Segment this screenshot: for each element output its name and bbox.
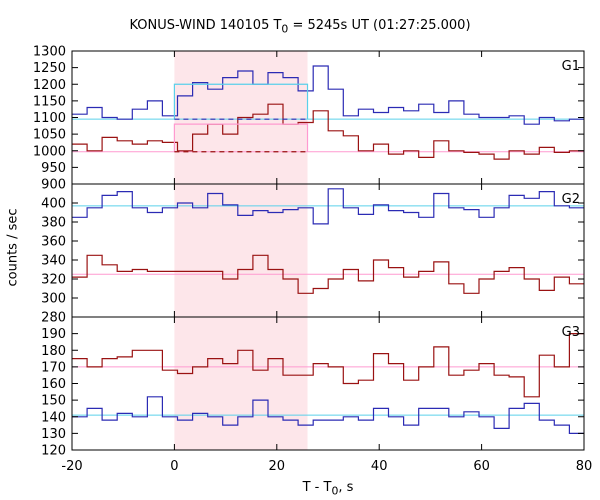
g2-y-tick-label: 340 (41, 254, 66, 269)
g2-y-tick-label: 400 (41, 197, 66, 212)
g3-y-tick-label: 150 (41, 394, 66, 409)
g1-y-tick-label: 1100 (33, 111, 66, 126)
g1-y-tick-label: 1150 (33, 94, 66, 109)
g3-series-blue (72, 396, 584, 434)
g1-y-tick-label: 1050 (33, 128, 66, 143)
x-tick-label: -20 (61, 459, 82, 474)
x-tick-label: 0 (170, 459, 178, 474)
g3-y-tick-label: 180 (41, 344, 66, 359)
g3-y-tick-label: 170 (41, 360, 66, 375)
g2-series-dark_red (72, 254, 584, 294)
x-tick-label: 40 (371, 459, 388, 474)
g3-panel-label: G3 (562, 325, 580, 340)
g1-y-tick-label: 900 (41, 178, 66, 193)
g3-y-tick-label: 190 (41, 327, 66, 342)
x-tick-label: 60 (473, 459, 490, 474)
g1-interval-box-cyan (173, 83, 309, 120)
g1-y-tick-label: 1000 (33, 144, 66, 159)
g2-y-tick-label: 300 (41, 292, 66, 307)
x-axis-label: T - T0, s (302, 480, 354, 498)
g1-panel-label: G1 (562, 59, 580, 74)
highlight-interval-band (174, 51, 308, 450)
g3-y-tick-label: 130 (41, 427, 66, 442)
x-tick-label: 20 (269, 459, 286, 474)
g2-y-tick-label: 380 (41, 216, 66, 231)
g2-panel-label: G2 (562, 192, 580, 207)
g1-y-tick-label: 1250 (33, 61, 66, 76)
g2-y-tick-label: 360 (41, 235, 66, 250)
g1-series-blue (72, 65, 584, 125)
g1-interval-box-pink (173, 123, 309, 152)
g3-y-tick-label: 120 (41, 444, 66, 459)
chart-title: KONUS-WIND 140105 T0 = 5245s UT (01:27:2… (129, 18, 471, 36)
g3-y-tick-label: 160 (41, 377, 66, 392)
g1-y-tick-label: 1300 (33, 45, 66, 60)
g2-y-tick-label: 280 (41, 311, 66, 326)
g1-y-tick-label: 950 (41, 161, 66, 176)
g2-series-blue (72, 188, 584, 225)
g2-y-tick-label: 320 (41, 273, 66, 288)
g1-series-dark_red (72, 103, 584, 160)
g1-y-tick-label: 1200 (33, 78, 66, 93)
y-axis-label: counts / sec (5, 208, 21, 287)
x-tick-label: 80 (576, 459, 593, 474)
g3-series-dark_red (72, 333, 584, 398)
g3-panel-frame (71, 316, 585, 451)
g3-y-tick-label: 140 (41, 410, 66, 425)
